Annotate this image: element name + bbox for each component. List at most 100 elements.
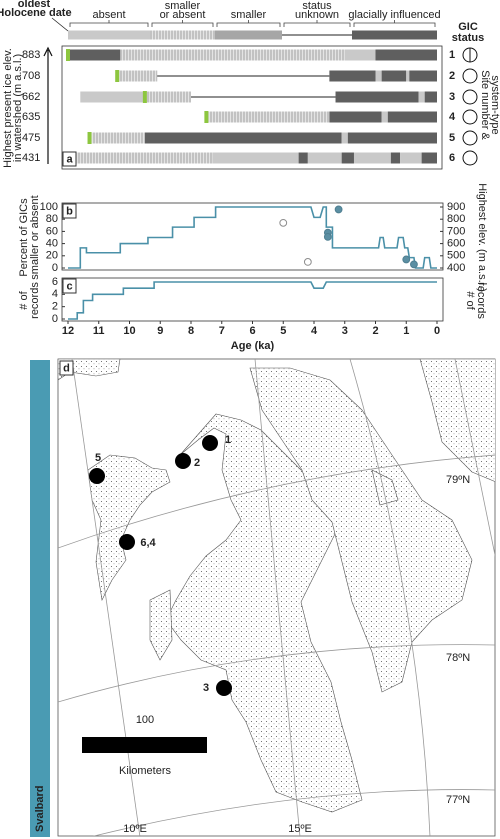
status-segment — [68, 49, 121, 61]
status-segment — [120, 49, 345, 61]
status-segment — [409, 70, 437, 82]
row-elevation: 635 — [22, 111, 40, 123]
x-tick-label: 4 — [311, 325, 318, 337]
data-line — [68, 281, 437, 320]
land — [419, 359, 495, 482]
status-segment — [381, 70, 407, 82]
graticule — [58, 454, 495, 549]
region-bar — [30, 360, 50, 837]
row-elevation: 883 — [22, 49, 40, 61]
status-segment — [347, 132, 437, 144]
latitude-label: 79ºN — [446, 474, 470, 486]
x-tick-label: 7 — [219, 325, 225, 337]
panel-frame — [61, 202, 444, 271]
legend-bracket — [151, 20, 214, 27]
latitude-label: 78ºN — [446, 652, 470, 664]
status-segment — [424, 91, 437, 103]
y-tick-label: 80 — [46, 213, 58, 225]
annotation: Holocene date — [0, 7, 72, 19]
y2-tick-label: 700 — [447, 225, 465, 237]
y-tick-label: 100 — [40, 201, 58, 213]
elevation-arrow — [43, 46, 53, 164]
oldest-date-marker — [115, 70, 120, 82]
y2-tick-label: 400 — [447, 262, 465, 274]
status-segment — [329, 70, 376, 82]
status-segment — [117, 70, 158, 82]
x-tick-label: 5 — [280, 325, 286, 337]
site-symbol — [462, 68, 478, 84]
y-tick-label: 4 — [52, 288, 58, 300]
graticule — [349, 359, 431, 836]
legend-title: GIC — [458, 21, 478, 33]
graticule — [71, 359, 141, 836]
site-dot — [175, 453, 191, 469]
panel-label: d — [63, 362, 70, 374]
axis-label: Site number & — [479, 70, 491, 140]
data-point — [323, 232, 332, 241]
status-segment — [421, 152, 437, 164]
site-label: 2 — [194, 457, 200, 469]
longitude-label: 15ºE — [288, 823, 312, 835]
x-tick-label: 2 — [372, 325, 378, 337]
axis-label: smaller or absent — [29, 195, 41, 279]
legend-swatch — [215, 30, 282, 40]
status-segment — [341, 152, 354, 164]
panel-label-box — [59, 360, 74, 376]
status-segment — [80, 91, 145, 103]
legend-bracket — [216, 20, 281, 27]
row-site: 1 — [449, 49, 455, 61]
status-segment — [387, 111, 437, 123]
axis-label: records — [475, 282, 487, 319]
row-elevation: 708 — [22, 70, 40, 82]
legend-label: or absent — [160, 9, 206, 21]
axis-label: # of — [18, 290, 30, 309]
status-segment — [298, 152, 308, 164]
row-elevation: 431 — [22, 152, 40, 164]
y2-tick-label: 500 — [447, 250, 465, 262]
legend-swatch — [68, 30, 150, 40]
panel-label-box — [62, 278, 77, 294]
data-point — [410, 260, 418, 269]
site-symbol — [462, 150, 478, 166]
status-segment — [341, 132, 348, 144]
data-point — [303, 258, 312, 266]
legend-bracket — [69, 20, 149, 27]
data-point — [279, 218, 288, 227]
oldest-date-marker — [204, 111, 209, 123]
data-point — [402, 255, 411, 264]
site-label: 5 — [95, 452, 101, 464]
legend-label: unknown — [295, 9, 339, 21]
status-segment — [375, 70, 382, 82]
panel-label: c — [66, 280, 72, 292]
panel-label: b — [66, 205, 73, 217]
oldest-date-marker — [142, 91, 147, 103]
land — [371, 469, 399, 506]
status-segment — [418, 91, 425, 103]
site-dot — [202, 435, 218, 451]
status-segment — [344, 49, 376, 61]
legend-label: status — [302, 0, 332, 12]
region-label: Svalbard — [34, 786, 46, 832]
land — [87, 454, 171, 601]
axis-label: in watershed (m a.s.l.) — [12, 54, 24, 162]
site-dot — [119, 534, 135, 550]
axis-label: records — [29, 282, 41, 319]
y-tick-label: 2 — [52, 301, 58, 313]
map-content: 1 2 5 6,4 3 79ºN 78ºN 77ºN 10ºE 15ºE 100 Kilometers — [58, 359, 495, 836]
status-segment — [206, 111, 330, 123]
panel-label: a — [66, 153, 73, 165]
data-point — [334, 205, 343, 214]
legend-swatch — [150, 30, 215, 40]
status-segment — [212, 152, 299, 164]
status-segment — [144, 91, 191, 103]
site-symbol — [462, 89, 478, 105]
row-elevation: 475 — [22, 132, 40, 144]
status-segment — [390, 152, 401, 164]
status-segment — [353, 152, 391, 164]
site-dot — [89, 468, 105, 484]
scale-distance: 100 — [136, 714, 154, 726]
panel-label-box — [62, 151, 77, 167]
axis-label: Highest elev. (m a.s.l.) — [476, 183, 488, 292]
annotation: oldest — [18, 0, 51, 10]
